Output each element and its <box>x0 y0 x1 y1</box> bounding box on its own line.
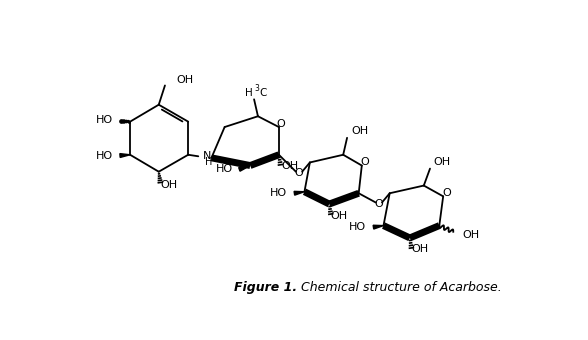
Text: N: N <box>203 151 211 160</box>
Text: O: O <box>375 199 383 209</box>
Text: OH: OH <box>412 244 429 254</box>
Text: HO: HO <box>349 222 366 232</box>
Text: 3: 3 <box>255 84 260 93</box>
Text: OH: OH <box>161 180 178 190</box>
Text: OH: OH <box>331 210 348 221</box>
Text: HO: HO <box>96 151 113 160</box>
Text: O: O <box>277 119 286 129</box>
Text: OH: OH <box>463 230 480 240</box>
Text: O: O <box>360 157 369 168</box>
Text: OH: OH <box>434 157 451 167</box>
Text: HO: HO <box>216 165 233 174</box>
Text: H: H <box>245 88 252 98</box>
Text: O: O <box>295 168 303 178</box>
Text: Chemical structure of Acarbose.: Chemical structure of Acarbose. <box>302 281 502 294</box>
Text: HO: HO <box>96 115 113 125</box>
Text: HO: HO <box>270 188 288 198</box>
Text: OH: OH <box>351 126 368 136</box>
Text: O: O <box>442 188 450 198</box>
Polygon shape <box>120 154 130 157</box>
Text: OH: OH <box>176 75 193 85</box>
Polygon shape <box>373 225 383 229</box>
Text: OH: OH <box>281 161 298 171</box>
Text: H: H <box>205 157 213 167</box>
Polygon shape <box>294 191 305 195</box>
Text: Figure 1.: Figure 1. <box>234 281 302 294</box>
Polygon shape <box>239 166 250 171</box>
Text: C: C <box>259 88 267 98</box>
